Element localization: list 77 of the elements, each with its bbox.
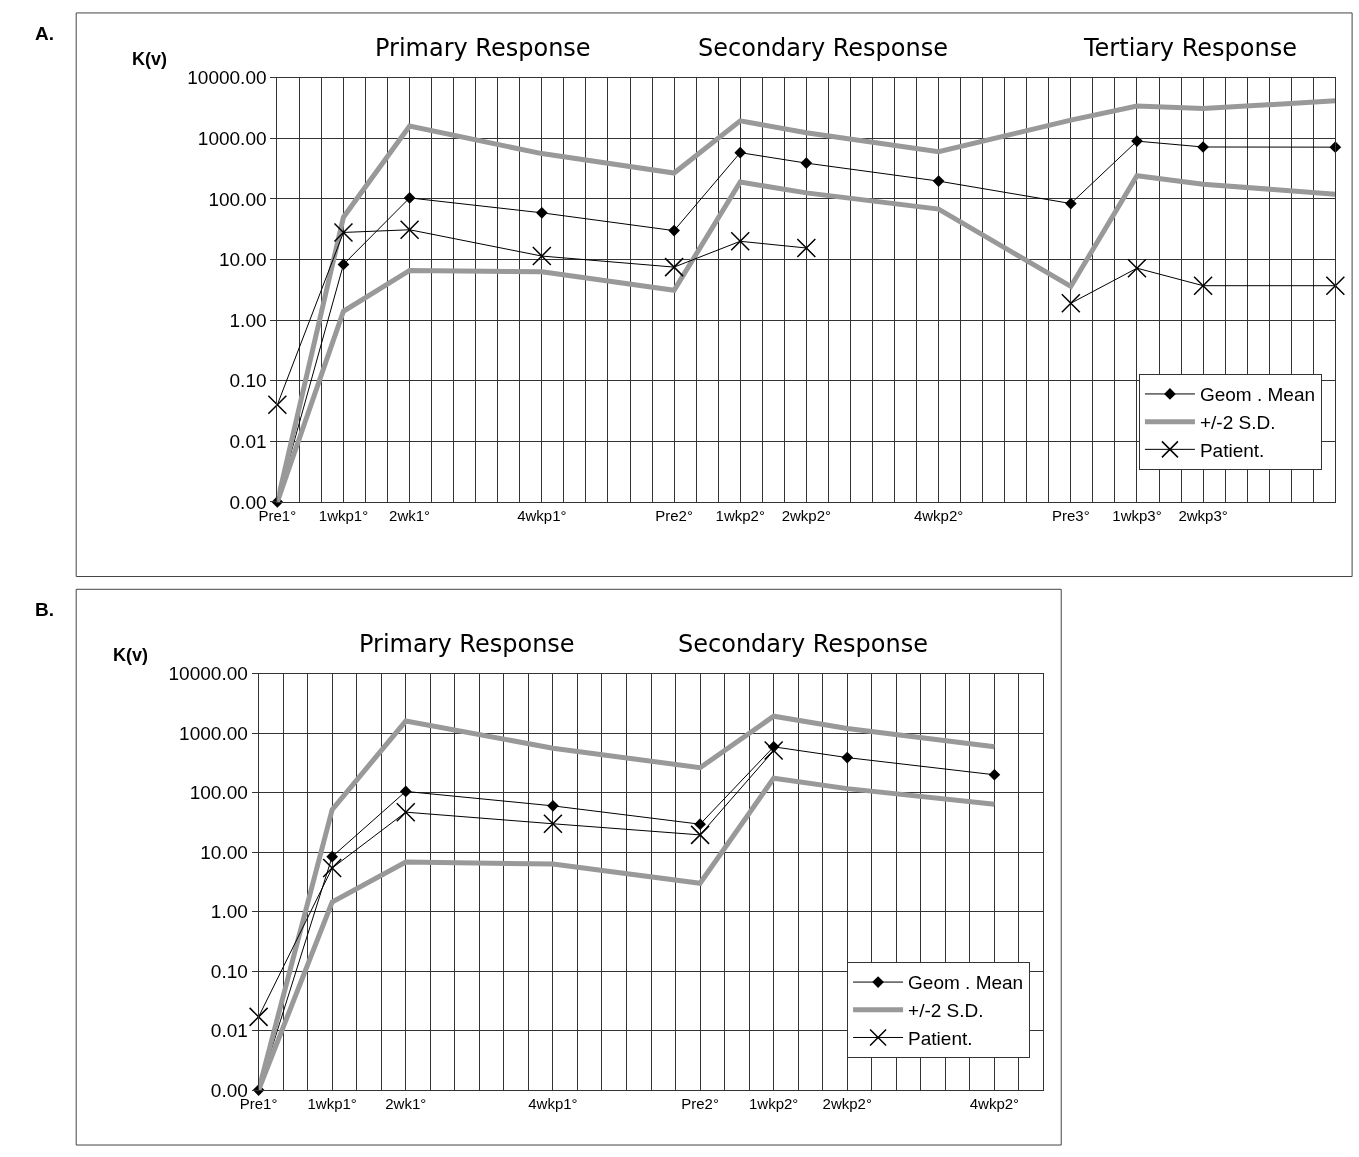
x-tick-label: 2wk1° xyxy=(385,1095,427,1113)
point xyxy=(326,850,339,863)
point xyxy=(796,238,817,258)
point xyxy=(248,1007,269,1027)
point xyxy=(267,395,288,415)
point xyxy=(1193,275,1213,296)
text: Primary Response xyxy=(375,34,591,62)
point xyxy=(399,785,412,798)
point xyxy=(543,814,563,834)
point xyxy=(399,220,420,240)
x-tick-label: 4wkp1° xyxy=(517,506,567,524)
point xyxy=(322,858,342,878)
point xyxy=(1131,135,1143,147)
legend-label: +/-2 S.D. xyxy=(908,1000,984,1022)
y-tick-label: 10.00 xyxy=(218,249,267,271)
point xyxy=(333,222,354,243)
legend-label: Geom . Mean xyxy=(1199,384,1316,406)
y-tick-label: 1000.00 xyxy=(179,722,248,744)
text: Primary Response xyxy=(359,630,575,658)
x-tick-label: 2wkp3° xyxy=(1178,506,1228,524)
point xyxy=(694,818,706,831)
y-tick-label: 1.00 xyxy=(210,901,248,923)
point xyxy=(396,802,416,822)
legend-label: Patient. xyxy=(908,1027,973,1049)
y-axis-title: K(v) xyxy=(113,645,148,665)
x-tick-label: 4wkp2° xyxy=(969,1095,1020,1113)
x-tick-label: 4wkp2° xyxy=(913,506,964,524)
legend-label: Geom . Mean xyxy=(908,972,1024,994)
x-tick-label: 1wkp2° xyxy=(748,1095,799,1113)
y-tick-label: 0.10 xyxy=(210,960,248,982)
x-tick-label: Pre3° xyxy=(1051,506,1090,524)
point xyxy=(337,258,350,271)
point xyxy=(730,231,750,252)
y-tick-label: 1.00 xyxy=(229,309,267,331)
text: A. xyxy=(35,23,54,44)
point xyxy=(1061,293,1081,313)
x-tick-label: 1wkp3° xyxy=(1112,506,1162,524)
text: Secondary Response xyxy=(698,34,948,62)
text: Secondary Response xyxy=(678,630,928,658)
y-tick-label: 0.01 xyxy=(210,1020,248,1042)
point xyxy=(664,257,684,277)
y-tick-label: 10000.00 xyxy=(168,663,248,685)
point xyxy=(668,224,680,237)
point xyxy=(403,192,416,204)
point xyxy=(547,800,559,812)
point xyxy=(988,768,1001,781)
point xyxy=(932,175,945,187)
x-tick-label: 2wk1° xyxy=(389,506,431,524)
y-tick-label: 1000.00 xyxy=(197,127,267,149)
y-axis-title: K(v) xyxy=(132,49,167,69)
y-tick-label: 0.01 xyxy=(229,430,267,452)
text: B. xyxy=(35,599,54,620)
text: Tertiary Response xyxy=(1083,34,1297,62)
y-tick-label: 10.00 xyxy=(200,841,248,863)
y-tick-label: 10000.00 xyxy=(187,67,267,89)
x-tick-label: 1wkp1° xyxy=(318,506,369,524)
point xyxy=(690,825,710,845)
point xyxy=(841,751,854,764)
point xyxy=(800,157,813,169)
x-tick-label: Pre2° xyxy=(681,1095,719,1113)
x-tick-label: 2wkp2° xyxy=(781,506,832,524)
y-tick-label: 100.00 xyxy=(208,188,267,210)
point xyxy=(1064,197,1077,210)
legend-label: Patient. xyxy=(1199,439,1265,461)
y-tick-label: 0.10 xyxy=(229,370,267,392)
point xyxy=(1127,258,1147,278)
legend-label: +/-2 S.D. xyxy=(1199,412,1276,434)
x-tick-label: Pre2° xyxy=(655,506,693,524)
x-tick-label: 4wkp1° xyxy=(528,1095,578,1113)
point xyxy=(535,206,548,219)
point xyxy=(532,246,552,266)
point xyxy=(734,146,747,159)
x-tick-label: 1wkp1° xyxy=(307,1095,357,1113)
y-tick-label: 100.00 xyxy=(189,782,248,804)
point xyxy=(1325,275,1346,296)
x-tick-label: 1wkp2° xyxy=(715,506,765,524)
x-tick-label: 2wkp2° xyxy=(822,1095,872,1113)
